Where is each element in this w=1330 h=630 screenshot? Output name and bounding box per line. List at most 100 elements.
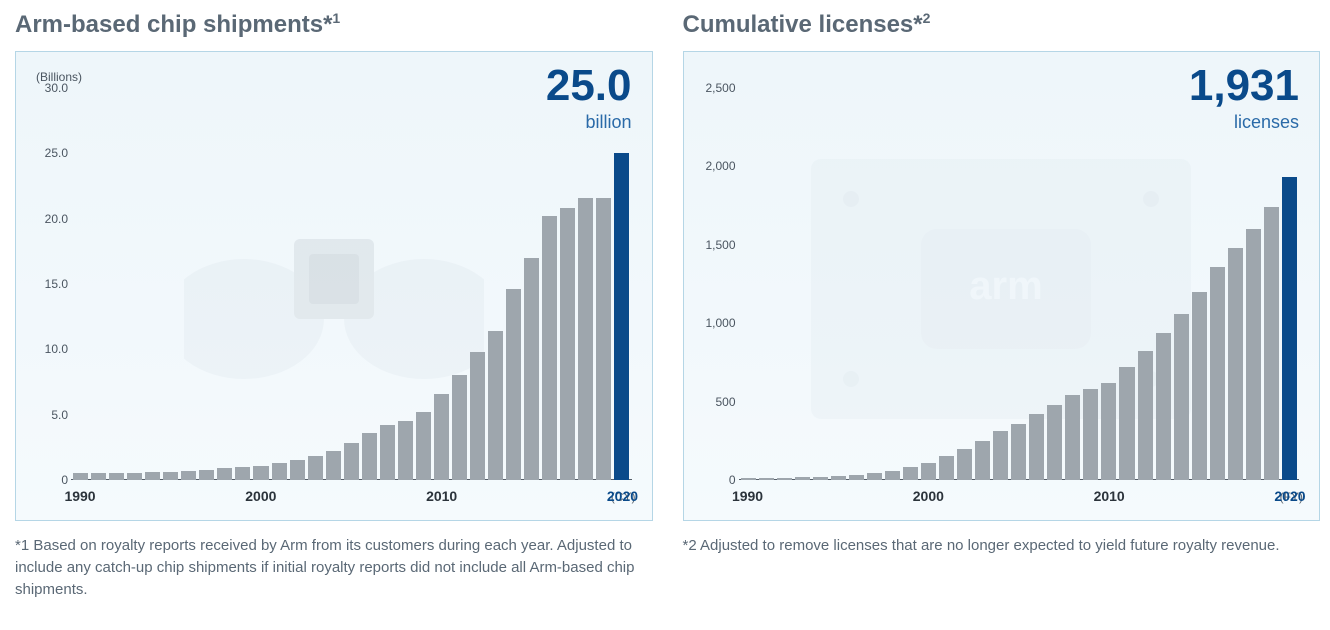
bar: [578, 198, 593, 480]
y-tick-label: 5.0: [36, 408, 68, 422]
bar: [1192, 292, 1207, 480]
bar: [1138, 351, 1153, 480]
bar: [560, 208, 575, 480]
bar: [596, 198, 611, 480]
x-tick-label: 2020: [607, 488, 638, 504]
x-tick-label: 2000: [245, 488, 276, 504]
x-tick-label: 2020: [1274, 488, 1305, 504]
right-plot-area: 05001,0001,5002,0002,500: [739, 88, 1300, 480]
bar: [1246, 229, 1261, 480]
bar: [867, 473, 882, 480]
bar: [975, 441, 990, 480]
bar: [235, 467, 250, 480]
bar: [326, 451, 341, 480]
bar: [1264, 207, 1279, 480]
y-tick-label: 30.0: [36, 81, 68, 95]
bar: [434, 394, 449, 480]
right-y-ticks: 05001,0001,5002,0002,500: [704, 88, 736, 480]
bar: [741, 478, 756, 480]
right-chart-frame: arm 1,931 licenses 05001,0001,5002,0002,…: [683, 51, 1321, 521]
bar: [1282, 177, 1297, 480]
y-tick-label: 10.0: [36, 342, 68, 356]
bar: [939, 456, 954, 480]
bar: [885, 471, 900, 480]
y-tick-label: 1,000: [704, 316, 736, 330]
y-tick-label: 1,500: [704, 238, 736, 252]
bar: [524, 258, 539, 480]
y-tick-label: 2,000: [704, 159, 736, 173]
bar: [109, 473, 124, 480]
bar: [849, 475, 864, 480]
bar: [380, 425, 395, 480]
bar: [217, 468, 232, 480]
bar: [272, 463, 287, 480]
right-chart-block: Cumulative licenses*2 arm 1,931 licenses: [683, 10, 1321, 600]
right-chart-title: Cumulative licenses*2: [683, 10, 1321, 39]
bar: [1065, 395, 1080, 480]
left-chart-title-text: Arm-based chip shipments*: [15, 11, 332, 38]
left-x-ticks: (CY) 1990200020102020: [71, 484, 632, 508]
bar: [308, 456, 323, 480]
bar: [1156, 333, 1171, 480]
left-bars: [71, 88, 632, 480]
x-tick-label: 1990: [732, 488, 763, 504]
right-chart-title-text: Cumulative licenses*: [683, 11, 923, 38]
bar: [1119, 367, 1134, 480]
x-tick-label: 2010: [1094, 488, 1125, 504]
bar: [398, 421, 413, 480]
bar: [795, 477, 810, 480]
bar: [831, 476, 846, 480]
right-bars: [739, 88, 1300, 480]
bar: [506, 289, 521, 480]
left-y-ticks: 05.010.015.020.025.030.0: [36, 88, 68, 480]
bar: [1101, 383, 1116, 480]
x-tick-label: 1990: [64, 488, 95, 504]
x-tick-label: 2010: [426, 488, 457, 504]
bar: [344, 443, 359, 480]
left-plot-area: 05.010.015.020.025.030.0: [71, 88, 632, 480]
y-tick-label: 0: [36, 473, 68, 487]
right-chart-title-sup: 2: [923, 10, 931, 26]
bar: [181, 471, 196, 480]
bar: [777, 478, 792, 480]
y-tick-label: 500: [704, 395, 736, 409]
left-chart-title-sup: 1: [332, 10, 340, 26]
bar: [1029, 414, 1044, 480]
y-tick-label: 2,500: [704, 81, 736, 95]
bar: [542, 216, 557, 480]
bar: [813, 477, 828, 480]
bar: [614, 153, 629, 480]
y-tick-label: 25.0: [36, 146, 68, 160]
y-tick-label: 15.0: [36, 277, 68, 291]
bar: [253, 466, 268, 480]
bar: [127, 473, 142, 480]
bar: [290, 460, 305, 480]
y-tick-label: 0: [704, 473, 736, 487]
bar: [1011, 424, 1026, 480]
left-chart-inner: (Billions) 25.0 billion 05.010.015.020.0…: [36, 70, 632, 508]
left-chart-block: Arm-based chip shipments*1 (Billions) 25…: [15, 10, 653, 600]
bar: [416, 412, 431, 480]
bar: [163, 472, 178, 480]
right-x-ticks: (FY) 1990200020102020: [739, 484, 1300, 508]
bar: [759, 478, 774, 480]
bar: [91, 473, 106, 480]
x-tick-label: 2000: [913, 488, 944, 504]
left-chart-title: Arm-based chip shipments*1: [15, 10, 653, 39]
right-footnote: *2 Adjusted to remove licenses that are …: [683, 535, 1303, 557]
bar: [73, 473, 88, 480]
left-footnote: *1 Based on royalty reports received by …: [15, 535, 635, 600]
bar: [452, 375, 467, 480]
bar: [362, 433, 377, 480]
bar: [1083, 389, 1098, 480]
bar: [993, 431, 1008, 480]
bar: [488, 331, 503, 480]
bar: [145, 472, 160, 480]
left-chart-frame: (Billions) 25.0 billion 05.010.015.020.0…: [15, 51, 653, 521]
bar: [470, 352, 485, 480]
bar: [1228, 248, 1243, 480]
bar: [903, 467, 918, 480]
bar: [199, 470, 214, 480]
y-tick-label: 20.0: [36, 212, 68, 226]
right-chart-inner: arm 1,931 licenses 05001,0001,5002,0002,…: [704, 70, 1300, 508]
